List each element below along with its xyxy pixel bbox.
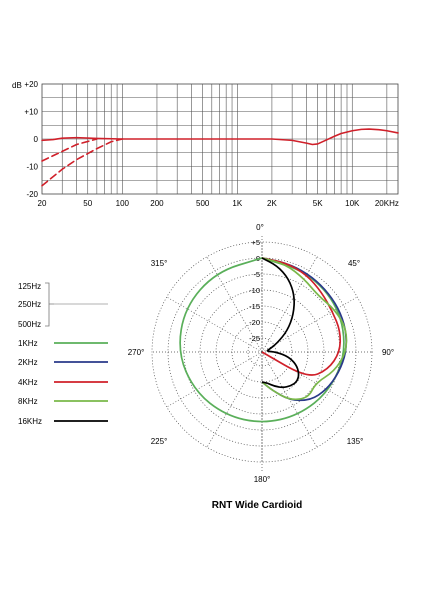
fr-x-tick-label: 20KHz <box>375 199 399 208</box>
legend-label: 125Hz <box>18 282 41 291</box>
legend-label: 8KHz <box>18 397 38 406</box>
polar-series-16khz <box>261 257 300 389</box>
fr-x-tick-label: 2K <box>267 199 277 208</box>
polar-spoke <box>166 351 263 408</box>
polar-series-4khz <box>261 257 342 376</box>
fr-x-tick-label: 5K <box>313 199 323 208</box>
polar-angle-label: 225° <box>151 437 168 446</box>
fr-x-tick-label: 10K <box>345 199 360 208</box>
legend: 125Hz 250Hz 500Hz 1KHz 2KHz 4KHz 8KHz 16KHz <box>18 282 108 426</box>
polar-series <box>179 257 348 423</box>
legend-label: 2KHz <box>18 358 38 367</box>
fr-y-tick-label: +20 <box>24 80 38 89</box>
fr-x-tick-label: 500 <box>196 199 210 208</box>
polar-angle-label: 45° <box>348 259 360 268</box>
fr-series <box>41 128 399 187</box>
polar-labels: +50-5-10-15-20-250°45°90°135°180°225°270… <box>128 223 394 484</box>
legend-bracket <box>45 282 54 327</box>
polar-series-8khz <box>261 257 348 401</box>
polar-r-tick-label: -5 <box>253 270 260 279</box>
polar-spoke <box>206 256 263 353</box>
fr-x-tick-label: 200 <box>150 199 164 208</box>
polar-pattern-chart: +50-5-10-15-20-250°45°90°135°180°225°270… <box>128 223 394 484</box>
fr-y-tick-label: -10 <box>26 163 38 172</box>
fr-y-tick-label: -20 <box>26 190 38 199</box>
fr-x-tick-label: 100 <box>116 199 130 208</box>
polar-series-1khz <box>179 257 345 423</box>
polar-r-tick-label: +5 <box>251 238 260 247</box>
legend-label: 1KHz <box>18 339 38 348</box>
fr-x-tick-label: 1K <box>232 199 242 208</box>
fr-dashed-line <box>41 138 124 187</box>
polar-ring <box>151 241 373 463</box>
polar-spoke <box>261 256 318 353</box>
polar-title: RNT Wide Cardioid <box>212 500 302 511</box>
polar-r-tick-label: -20 <box>249 318 260 327</box>
polar-angle-label: 180° <box>254 475 271 484</box>
polar-angle-label: 270° <box>128 348 145 357</box>
polar-angle-label: 135° <box>347 437 364 446</box>
legend-label: 16KHz <box>18 417 42 426</box>
fr-y-tick-label: +10 <box>24 108 38 117</box>
polar-spoke <box>206 351 263 448</box>
fr-x-tick-label: 20 <box>38 199 47 208</box>
fr-response-line <box>41 128 399 146</box>
fr-y-tick-label: 0 <box>34 135 39 144</box>
polar-spoke <box>166 296 263 353</box>
polar-grid <box>151 236 373 472</box>
polar-angle-label: 0° <box>256 223 264 232</box>
fr-y-axis-label: dB <box>12 81 22 90</box>
legend-label: 250Hz <box>18 300 41 309</box>
polar-angle-label: 315° <box>151 259 168 268</box>
legend-label: 500Hz <box>18 320 41 329</box>
polar-r-tick-label: -25 <box>249 334 260 343</box>
polar-angle-label: 90° <box>382 348 394 357</box>
polar-r-tick-label: -10 <box>249 286 260 295</box>
fr-dashed-line <box>41 138 98 162</box>
legend-label: 4KHz <box>18 378 38 387</box>
polar-r-tick-label: -15 <box>249 302 260 311</box>
fr-x-tick-label: 50 <box>83 199 92 208</box>
